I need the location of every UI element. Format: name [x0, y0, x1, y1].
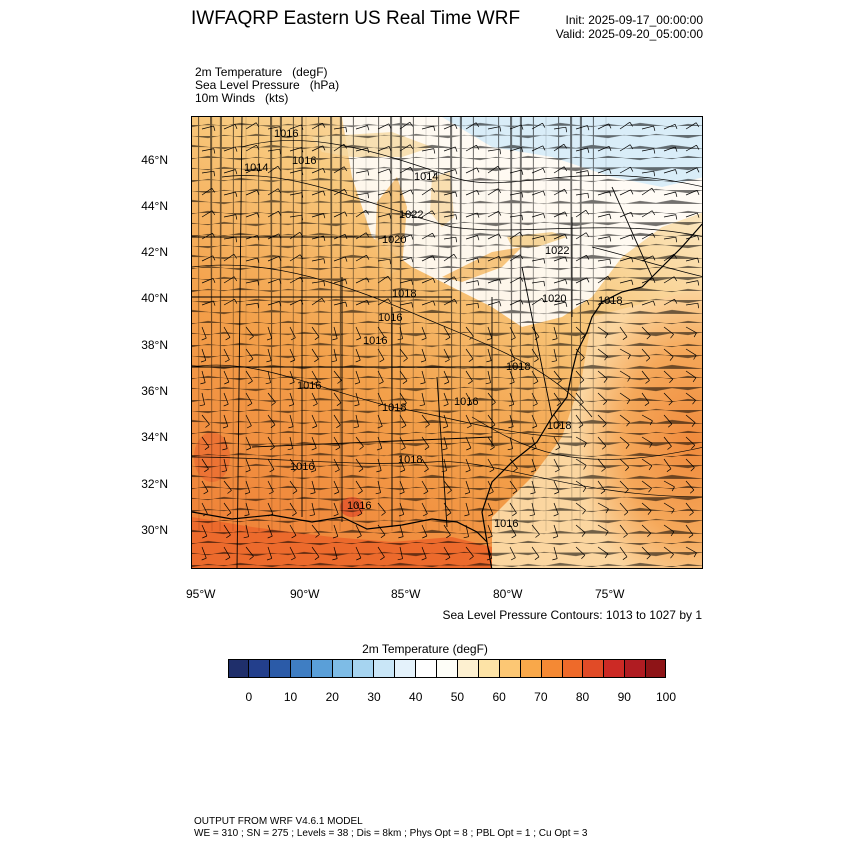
lat-label: 36°N [141, 384, 168, 398]
colorbar-cell [478, 659, 500, 678]
contour-labels: 1016 1014 1016 1014 1022 1020 1022 1018 … [244, 128, 622, 530]
init-time: Init: 2025-09-17_00:00:00 [565, 13, 703, 27]
field-label-temperature: 2m Temperature (degF) [195, 65, 328, 79]
lat-label: 44°N [141, 199, 168, 213]
contour-note: Sea Level Pressure Contours: 1013 to 102… [442, 608, 703, 622]
colorbar-cell [562, 659, 584, 678]
colorbar-cell [499, 659, 521, 678]
lon-label: 90°W [290, 587, 320, 601]
valid-time: Valid: 2025-09-20_05:00:00 [555, 27, 703, 41]
contour-label: 1016 [297, 380, 321, 392]
colorbar-label: 60 [492, 690, 506, 704]
footer-model: OUTPUT FROM WRF V4.6.1 MODEL [194, 816, 363, 827]
footer-settings: WE = 310 ; SN = 275 ; Levels = 38 ; Dis … [194, 828, 588, 839]
colorbar-cell [269, 659, 291, 678]
lat-label: 32°N [141, 477, 168, 491]
contour-label: 1022 [399, 209, 423, 221]
lon-label: 85°W [391, 587, 421, 601]
lat-label: 30°N [141, 523, 168, 537]
contour-label: 1022 [545, 245, 569, 257]
colorbar-label: 30 [367, 690, 381, 704]
colorbar-cell [290, 659, 312, 678]
colorbar-label: 90 [617, 690, 631, 704]
colorbar-cell [353, 659, 375, 678]
map-canvas: 1016 1014 1016 1014 1022 1020 1022 1018 … [192, 117, 702, 568]
colorbar-cell [625, 659, 647, 678]
lat-label: 40°N [141, 291, 168, 305]
colorbar-cell [374, 659, 396, 678]
contour-label: 1018 [382, 402, 406, 414]
colorbar-cell [583, 659, 605, 678]
colorbar-cell [457, 659, 479, 678]
contour-label: 1016 [290, 461, 314, 473]
colorbar-cell [332, 659, 354, 678]
colorbar-label: 100 [655, 690, 677, 704]
contour-label: 1016 [378, 312, 402, 324]
contour-label: 1014 [244, 162, 268, 174]
lon-label: 95°W [186, 587, 216, 601]
lat-label: 38°N [141, 338, 168, 352]
colorbar-cell [520, 659, 542, 678]
field-label-pressure: Sea Level Pressure (hPa) [195, 78, 340, 92]
colorbar-cell [395, 659, 417, 678]
colorbar [228, 659, 667, 678]
contour-label: 1016 [494, 518, 518, 530]
colorbar-title: 2m Temperature (degF) [362, 642, 488, 656]
isobars [192, 140, 702, 498]
contour-label: 1018 [506, 361, 530, 373]
contour-label: 1016 [347, 500, 371, 512]
colorbar-label: 20 [325, 690, 339, 704]
contour-label: 1018 [598, 295, 622, 307]
contour-label: 1016 [454, 396, 478, 408]
colorbar-cell [228, 659, 249, 678]
lat-label: 42°N [141, 245, 168, 259]
contour-label: 1016 [363, 335, 387, 347]
gulf-coastline [192, 511, 493, 568]
contour-label: 1020 [542, 293, 566, 305]
colorbar-label: 50 [450, 690, 465, 704]
contour-label: 1016 [274, 128, 298, 140]
map-title: IWFAQRP Eastern US Real Time WRF [191, 8, 521, 29]
contour-label: 1018 [547, 420, 571, 432]
colorbar-cell [416, 659, 438, 678]
contour-label: 1020 [382, 234, 406, 246]
wind-barbs [199, 121, 700, 561]
colorbar-cell [437, 659, 458, 678]
lake-erie [442, 247, 522, 282]
contour-label: 1016 [292, 155, 316, 167]
colorbar-label: 40 [409, 690, 423, 704]
colorbar-cell [248, 659, 270, 678]
contour-label: 1018 [392, 288, 416, 300]
county-boundaries [192, 117, 702, 568]
lat-label: 34°N [141, 430, 168, 444]
colorbar-label: 80 [575, 690, 590, 704]
colorbar-label: 10 [283, 690, 298, 704]
colorbar-cell [541, 659, 563, 678]
lat-label: 46°N [141, 153, 168, 167]
warm-spot [340, 497, 364, 517]
colorbar-label: 0 [245, 690, 253, 704]
weather-map: 1016 1014 1016 1014 1022 1020 1022 1018 … [191, 116, 703, 569]
colorbar-label: 70 [534, 690, 548, 704]
contour-label: 1018 [398, 454, 422, 466]
lake-superior [312, 132, 432, 157]
colorbar-cell [311, 659, 333, 678]
colorbar-cell [604, 659, 626, 678]
colorbar-cell [646, 659, 667, 678]
lon-label: 75°W [595, 587, 625, 601]
field-label-winds: 10m Winds (kts) [195, 91, 289, 105]
lon-label: 80°W [493, 587, 523, 601]
contour-label: 1014 [414, 171, 438, 183]
